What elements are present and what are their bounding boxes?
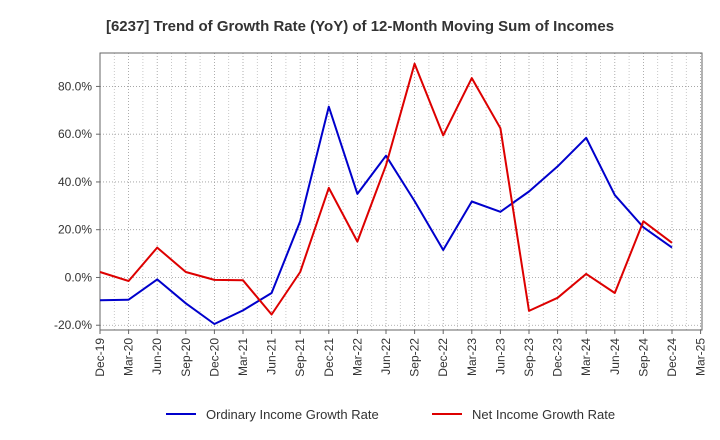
x-tick-label: Dec-24 [665, 338, 679, 377]
x-tick-label: Dec-20 [207, 338, 221, 377]
series-lines [99, 62, 673, 325]
x-tick-label: Sep-20 [179, 338, 193, 377]
y-tick-label: 20.0% [58, 223, 92, 237]
x-tick-label: Mar-20 [122, 338, 136, 376]
x-tick-label: Jun-23 [493, 338, 507, 375]
chart-title: [6237] Trend of Growth Rate (YoY) of 12-… [106, 18, 614, 35]
x-tick-label: Dec-21 [322, 338, 336, 377]
x-tick-label: Jun-20 [150, 338, 164, 375]
y-tick-label: -20.0% [54, 318, 92, 332]
x-tick-label: Mar-25 [694, 338, 708, 376]
plot-frame [99, 52, 703, 331]
x-tick-label: Jun-22 [379, 338, 393, 375]
x-tick-label: Mar-23 [465, 338, 479, 376]
x-tick-label: Mar-24 [579, 338, 593, 376]
x-tick-label: Sep-22 [408, 338, 422, 377]
legend-label-net: Net Income Growth Rate [472, 407, 615, 422]
y-tick-label: 40.0% [58, 175, 92, 189]
y-tick-label: 0.0% [65, 270, 93, 284]
x-tick-label: Sep-23 [522, 338, 536, 377]
x-tick-label: Sep-21 [293, 338, 307, 377]
x-tick-label: Mar-21 [236, 338, 250, 376]
x-axis-ticks: Dec-19 Mar-20 Jun-20 Sep-20 Dec-20 Mar-21 Jun-… [93, 330, 708, 377]
series-line-ordinary-income [99, 105, 673, 325]
y-axis-ticks: 80.0% 60.0% 40.0% 20.0% 0.0% -20.0% [54, 79, 100, 332]
x-tick-label: Dec-23 [551, 338, 565, 377]
x-tick-label: Sep-24 [636, 338, 650, 377]
y-tick-label: 60.0% [58, 127, 92, 141]
x-tick-label: Dec-19 [93, 338, 107, 377]
legend: Ordinary Income Growth Rate Net Income G… [166, 407, 615, 422]
legend-label-ordinary: Ordinary Income Growth Rate [206, 407, 379, 422]
x-tick-label: Jun-24 [608, 338, 622, 375]
series-line-net-income [99, 62, 673, 316]
x-tick-label: Jun-21 [265, 338, 279, 375]
x-tick-label: Mar-22 [350, 338, 364, 376]
y-tick-label: 80.0% [58, 79, 92, 93]
grid [99, 53, 702, 330]
x-tick-label: Dec-22 [436, 338, 450, 377]
